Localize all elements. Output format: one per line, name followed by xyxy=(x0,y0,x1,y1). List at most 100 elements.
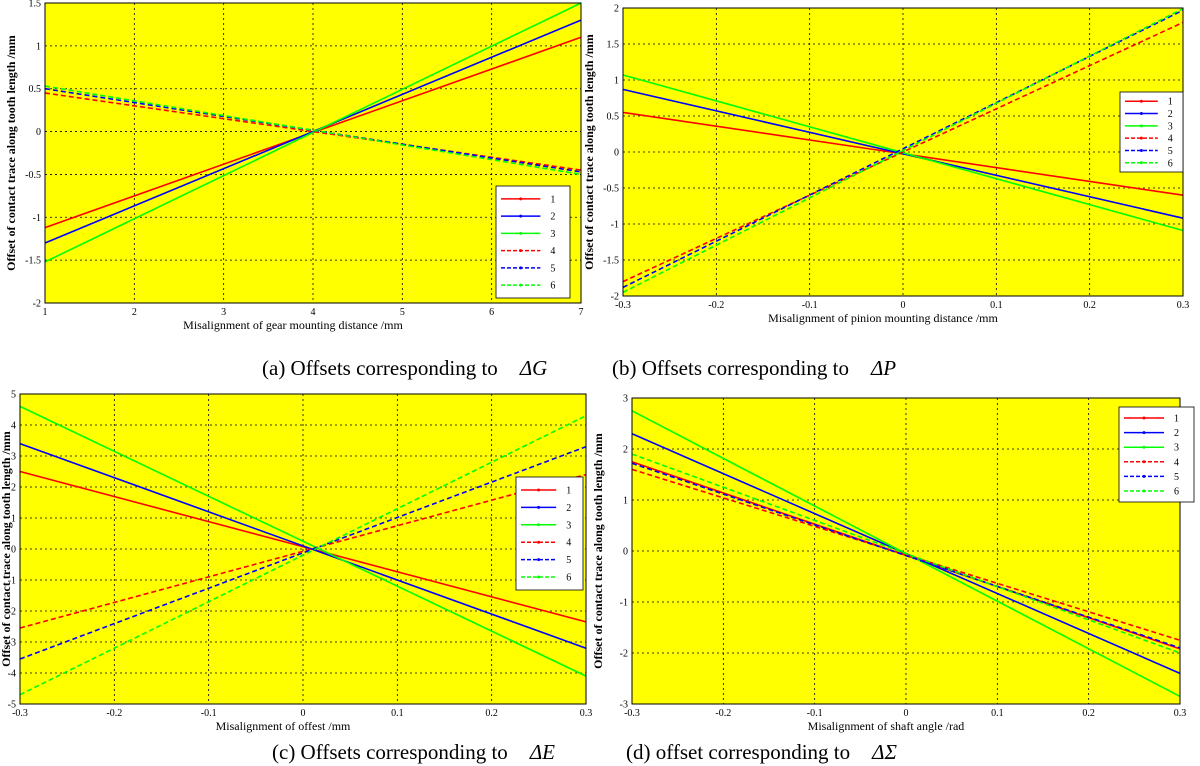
x-tick-label: 5 xyxy=(400,307,405,318)
legend-box xyxy=(495,185,571,299)
x-tick-label: 1 xyxy=(43,307,48,318)
legend-marker-6 xyxy=(1142,489,1146,493)
y-tick-label: 2 xyxy=(623,445,628,456)
y-axis-label: Offset of contact trace along tooth leng… xyxy=(0,431,13,667)
y-tick-label: 0.5 xyxy=(607,112,620,123)
legend-label-1: 1 xyxy=(566,486,571,497)
x-axis-label: Misalignment of pinion mounting distance… xyxy=(768,311,998,325)
legend-label-6: 6 xyxy=(566,572,571,583)
legend-marker-4 xyxy=(519,249,523,253)
y-tick-label: 3 xyxy=(11,452,16,463)
legend-label-3: 3 xyxy=(1168,121,1173,132)
legend-label-2: 2 xyxy=(550,212,555,223)
x-tick-label: 0.3 xyxy=(1177,300,1190,311)
y-tick-label: 0.5 xyxy=(29,84,42,95)
y-tick-label: 0 xyxy=(623,547,628,558)
legend-marker-2 xyxy=(537,505,541,509)
y-tick-label: 2 xyxy=(11,483,16,494)
y-tick-label: -0.5 xyxy=(25,170,41,181)
x-tick-label: -0.3 xyxy=(615,300,631,311)
x-tick-label: 0.3 xyxy=(1174,708,1187,719)
y-tick-label: -5 xyxy=(8,700,16,711)
chart-2: -0.3 -0.2 -0.1 0 0.1 0.2 0.3 -5 -4 -3 -2 -1 0 1 2 3 4 5 Mi… xyxy=(0,390,592,734)
x-tick-label: -0.3 xyxy=(12,708,28,719)
caption-a-symbol: ΔG xyxy=(519,356,548,380)
plot-frame xyxy=(631,397,1181,705)
caption-d-symbol: ΔΣ xyxy=(872,740,897,764)
legend-marker-4 xyxy=(537,540,541,544)
legend-marker-6 xyxy=(1139,161,1143,165)
legend-label-5: 5 xyxy=(566,555,571,566)
y-tick-label: -2 xyxy=(611,292,619,303)
legend-label-4: 4 xyxy=(550,246,555,257)
x-axis-label: Misalignment of shaft angle /rad xyxy=(808,719,965,733)
series-line-5 xyxy=(19,445,587,660)
x-tick-label: 0.3 xyxy=(580,708,593,719)
caption-b: (b) Offsets corresponding to ΔP xyxy=(612,356,896,381)
legend-label-5: 5 xyxy=(550,263,555,274)
legend: 1 2 3 4 5 6 xyxy=(495,185,571,299)
x-tick-label: -0.1 xyxy=(802,300,818,311)
legend-marker-3 xyxy=(519,231,523,235)
y-tick-label: -2 xyxy=(620,649,628,660)
caption-c: (c) Offsets corresponding to ΔE xyxy=(272,740,555,765)
legend-label-1: 1 xyxy=(1174,413,1179,424)
y-tick-label: 2 xyxy=(614,4,619,15)
x-tick-label: 0.1 xyxy=(990,300,1003,311)
chart-0: 1 2 3 4 5 6 7 -2 -1.5 -1 -0.5 0 0.5 1 1.5 Misalignment … xyxy=(4,0,584,332)
legend-label-6: 6 xyxy=(550,281,555,292)
y-tick-label: 0 xyxy=(36,127,41,138)
x-tick-label: 4 xyxy=(311,307,316,318)
caption-c-symbol: ΔE xyxy=(529,740,555,764)
caption-b-symbol: ΔP xyxy=(870,356,897,380)
legend-label-6: 6 xyxy=(1174,487,1179,498)
y-tick-label: -1 xyxy=(8,576,16,587)
legend-label-1: 1 xyxy=(550,194,555,205)
series-line-2 xyxy=(622,88,1184,219)
y-axis-label: Offset of contact trace along tooth leng… xyxy=(591,433,605,669)
y-tick-label: 1 xyxy=(623,496,628,507)
y-tick-label: -0.5 xyxy=(603,184,619,195)
series-line-6 xyxy=(622,7,1184,294)
y-tick-label: -1 xyxy=(620,598,628,609)
x-tick-label: 0 xyxy=(904,708,909,719)
series-line-3 xyxy=(44,2,582,263)
x-tick-label: -0.1 xyxy=(201,708,217,719)
legend-label-6: 6 xyxy=(1168,158,1173,169)
x-tick-label: 0 xyxy=(901,300,906,311)
x-tick-label: 0.1 xyxy=(391,708,404,719)
caption-c-text: (c) Offsets corresponding to xyxy=(272,740,508,764)
legend-marker-5 xyxy=(1139,148,1143,152)
legend-marker-4 xyxy=(1139,136,1143,140)
legend-marker-3 xyxy=(1142,445,1146,449)
legend-marker-6 xyxy=(519,283,523,287)
x-tick-label: -0.2 xyxy=(708,300,724,311)
chart-1: -0.3 -0.2 -0.1 0 0.1 0.2 0.3-2-1.5-1-0.500.511… xyxy=(582,4,1189,326)
chart-3: -0.3 -0.2 -0.1 0 0.1 0.2 0.3 -3 -2 -1 0 1 2 3 Misalign… xyxy=(591,394,1195,733)
x-tick-label: 0 xyxy=(301,708,306,719)
legend-marker-1 xyxy=(1142,416,1146,420)
y-tick-label: -1 xyxy=(611,220,619,231)
legend-marker-2 xyxy=(519,214,523,218)
series-line-4 xyxy=(622,21,1184,283)
legend-label-3: 3 xyxy=(550,229,555,240)
legend-label-2: 2 xyxy=(1168,109,1173,120)
x-tick-label: 0.2 xyxy=(1083,300,1096,311)
series-line-5 xyxy=(631,462,1181,649)
legend-box xyxy=(515,476,584,591)
legend-label-5: 5 xyxy=(1168,146,1173,157)
y-axis-label: Offset of contact trace along tooth leng… xyxy=(582,34,596,270)
y-tick-label: 1.5 xyxy=(607,40,620,51)
series-line-2 xyxy=(44,19,582,244)
y-tick-label: 1 xyxy=(36,41,41,52)
legend-label-3: 3 xyxy=(1174,443,1179,454)
y-tick-label: -1 xyxy=(33,213,41,224)
series-line-2 xyxy=(19,442,587,649)
series-line-6 xyxy=(19,414,587,696)
y-tick-label: -2 xyxy=(33,299,41,310)
y-tick-label: 1.5 xyxy=(29,0,42,10)
x-tick-label: 6 xyxy=(489,307,494,318)
